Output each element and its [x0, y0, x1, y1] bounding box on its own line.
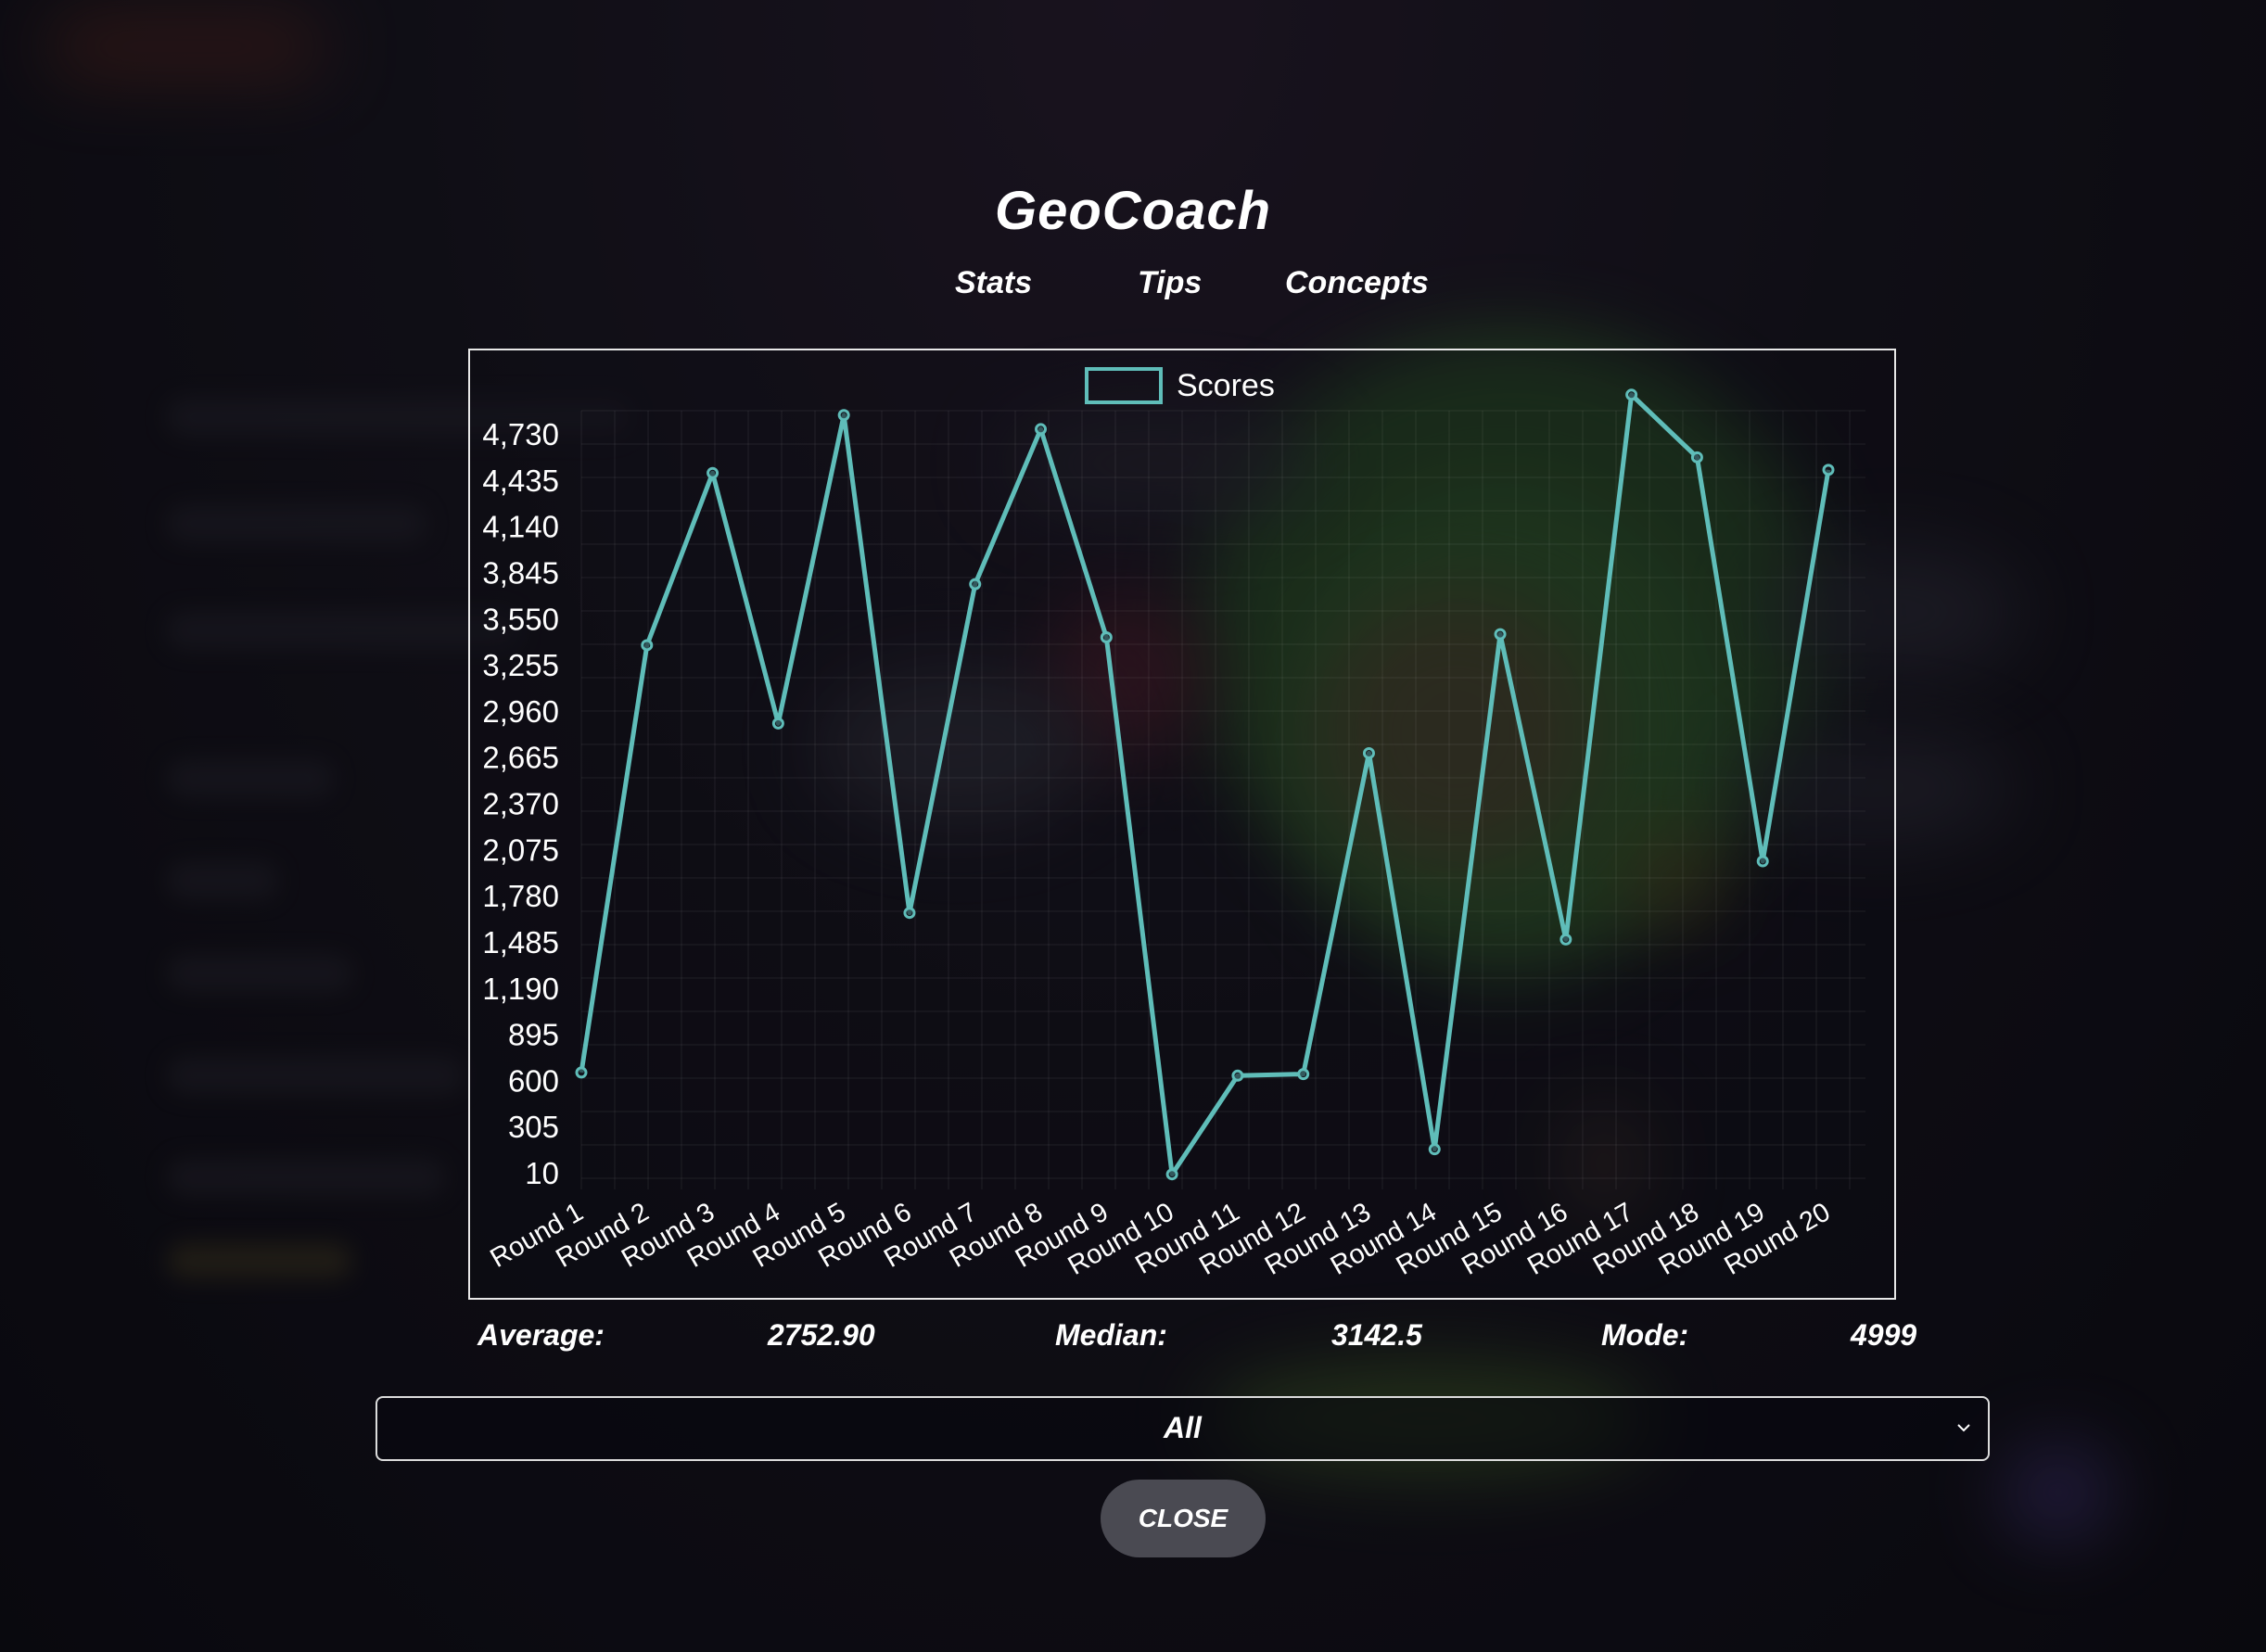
data-point	[1100, 631, 1113, 644]
data-point	[1362, 746, 1375, 759]
y-tick-label: 10	[525, 1156, 559, 1190]
y-tick-label: 600	[508, 1063, 559, 1098]
data-point	[969, 578, 982, 591]
blurred-logo	[46, 19, 325, 74]
blurred-sidebar-item	[167, 760, 334, 797]
y-tick-label: 895	[508, 1018, 559, 1052]
y-tick-label: 3,845	[482, 555, 559, 590]
y-tick-label: 2,665	[482, 741, 559, 775]
median-value: 3142.5	[1331, 1318, 1422, 1352]
mode-value: 4999	[1851, 1318, 1917, 1352]
blurred-marker	[1558, 1103, 1650, 1224]
y-tick-label: 2,960	[482, 694, 559, 729]
blurred-sidebar-item	[167, 505, 426, 542]
data-point	[1297, 1068, 1310, 1081]
data-point	[1035, 423, 1048, 436]
data-point	[1494, 628, 1507, 641]
blurred-sidebar-item	[167, 1159, 445, 1196]
legend-swatch	[1085, 367, 1163, 404]
scores-chart: Scores 10 305 600 895 1,190 1,485 1,780 2,075 2,3…	[468, 349, 1896, 1300]
data-point	[1690, 451, 1703, 464]
average-value: 2752.90	[768, 1318, 875, 1352]
blurred-map-region	[1317, 593, 1595, 871]
scores-chart-svg: Scores 10 305 600 895 1,190 1,485 1,780 2,075 2,3…	[482, 367, 1865, 1281]
blurred-sidebar-item	[167, 1057, 464, 1094]
data-point	[1625, 388, 1638, 401]
blurred-sidebar-item	[167, 612, 519, 649]
y-tick-label: 4,435	[482, 464, 559, 498]
median-label: Median:	[1055, 1318, 1167, 1352]
y-tick-label: 1,485	[482, 925, 559, 959]
scores-series-line	[579, 392, 1831, 1177]
data-point	[1822, 464, 1835, 477]
data-point	[575, 1066, 588, 1079]
y-tick-label: 2,075	[482, 832, 559, 867]
mode-label: Mode:	[1601, 1318, 1689, 1352]
data-point	[903, 907, 916, 920]
legend-label: Scores	[1177, 368, 1275, 403]
blurred-button	[2003, 1446, 2114, 1539]
data-point	[1756, 855, 1769, 868]
y-tick-label: 1,780	[482, 879, 559, 913]
tab-tips[interactable]: Tips	[1138, 265, 1203, 300]
round-filter-select[interactable]: All	[376, 1396, 1990, 1461]
y-tick-label: 2,370	[482, 787, 559, 821]
round-filter-value: All	[1164, 1411, 1202, 1444]
y-tick-label: 1,190	[482, 972, 559, 1006]
app-title: GeoCoach	[994, 181, 1272, 241]
blurred-sidebar-item	[167, 1242, 352, 1279]
data-point	[1231, 1069, 1244, 1082]
data-point	[1165, 1168, 1178, 1181]
blurred-sidebar-item	[167, 862, 278, 899]
close-button[interactable]: Close	[1101, 1480, 1266, 1557]
blurred-sidebar-item	[167, 955, 352, 992]
data-point	[1428, 1143, 1441, 1156]
tab-stats[interactable]: Stats	[955, 265, 1033, 300]
data-point	[641, 639, 654, 652]
chevron-down-icon	[1957, 1424, 1970, 1432]
data-point	[837, 409, 850, 422]
average-label: Average:	[477, 1318, 605, 1352]
y-tick-label: 4,730	[482, 417, 559, 451]
blurred-marker	[1623, 825, 1725, 927]
stats-summary: Average: 2752.90 Median: 3142.5 Mode: 49…	[0, 1318, 2266, 1365]
data-point	[707, 466, 719, 479]
data-point	[1559, 933, 1572, 946]
y-tick-label: 3,255	[482, 648, 559, 682]
blurred-sidebar-item	[167, 399, 630, 436]
tab-concepts[interactable]: Concepts	[1285, 265, 1429, 300]
y-tick-label: 4,140	[482, 510, 559, 544]
y-tick-label: 3,550	[482, 602, 559, 636]
y-tick-label: 305	[508, 1110, 559, 1144]
data-point	[771, 717, 784, 730]
